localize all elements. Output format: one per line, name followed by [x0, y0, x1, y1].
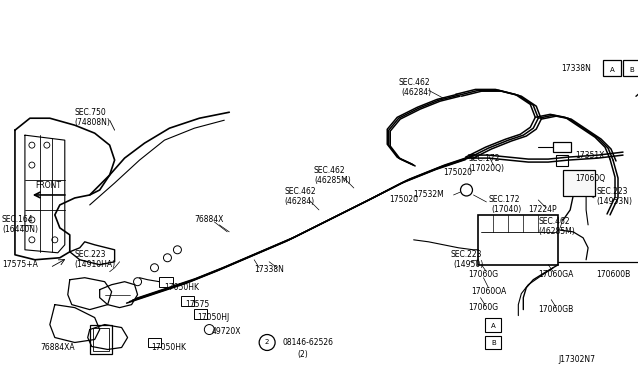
Text: (46285M): (46285M)	[314, 176, 351, 185]
Text: (16440N): (16440N)	[2, 225, 38, 234]
Text: 17050HJ: 17050HJ	[197, 313, 230, 322]
Text: (14953N): (14953N)	[596, 198, 632, 206]
Text: (17040): (17040)	[492, 205, 522, 214]
Text: 76884XA: 76884XA	[40, 343, 74, 352]
Text: 17060GB: 17060GB	[538, 305, 573, 314]
Text: A: A	[610, 67, 614, 73]
Text: 17060GA: 17060GA	[538, 270, 573, 279]
Text: 76884X: 76884X	[195, 215, 224, 224]
Bar	[485, 336, 501, 349]
Text: 17532M: 17532M	[413, 190, 444, 199]
Bar	[93, 327, 109, 352]
Text: (14910HA): (14910HA)	[75, 260, 116, 269]
Text: SEC.164: SEC.164	[2, 215, 34, 224]
Text: B: B	[630, 67, 634, 73]
Text: (46285M): (46285M)	[538, 227, 575, 236]
Text: SEC.750: SEC.750	[75, 108, 106, 117]
Bar	[195, 309, 207, 318]
Text: SEC.462: SEC.462	[399, 78, 430, 87]
Text: 17050HK: 17050HK	[152, 343, 186, 352]
Text: (2): (2)	[297, 350, 308, 359]
Text: B: B	[491, 340, 496, 346]
Bar	[159, 277, 173, 287]
Text: 17060G: 17060G	[468, 270, 499, 279]
Bar	[563, 170, 595, 196]
Bar	[479, 215, 558, 265]
Text: 17575: 17575	[186, 300, 210, 309]
Text: 17224P: 17224P	[528, 205, 557, 214]
Text: 17338N: 17338N	[561, 64, 591, 73]
Text: 17060G: 17060G	[468, 303, 499, 312]
Text: 170600B: 170600B	[596, 270, 630, 279]
Bar	[623, 60, 640, 76]
Text: FRONT: FRONT	[35, 180, 61, 189]
Text: SEC.172: SEC.172	[488, 195, 520, 205]
Text: 49720X: 49720X	[211, 327, 241, 336]
Bar	[556, 155, 568, 166]
Bar	[603, 60, 621, 76]
Text: 17351X: 17351X	[575, 151, 605, 160]
Text: 17050HK: 17050HK	[164, 283, 200, 292]
Text: 08146-62526: 08146-62526	[282, 338, 333, 347]
Bar	[181, 296, 195, 306]
Text: (14950): (14950)	[454, 260, 484, 269]
Text: A: A	[491, 323, 496, 328]
Text: 175020: 175020	[444, 167, 472, 177]
Text: SEC.223: SEC.223	[75, 250, 106, 259]
Text: 2: 2	[265, 340, 269, 346]
Text: (17020Q): (17020Q)	[468, 164, 504, 173]
Bar	[485, 318, 501, 331]
Text: SEC.462: SEC.462	[538, 217, 570, 227]
Bar	[553, 142, 571, 152]
Bar	[90, 324, 111, 355]
Text: SEC.462: SEC.462	[284, 187, 316, 196]
Text: 17338N: 17338N	[254, 265, 284, 274]
Bar	[148, 337, 161, 347]
Text: J17302N7: J17302N7	[558, 355, 595, 364]
Text: SEC.462: SEC.462	[314, 166, 346, 174]
Text: SEC.172: SEC.172	[468, 154, 500, 163]
Text: 175020: 175020	[388, 195, 418, 205]
Text: 17060OA: 17060OA	[472, 287, 507, 296]
Text: SEC.223: SEC.223	[596, 187, 628, 196]
Text: (46284): (46284)	[284, 198, 314, 206]
Text: 17060Q: 17060Q	[575, 173, 605, 183]
Text: SEC.223: SEC.223	[451, 250, 482, 259]
Text: 17575+A: 17575+A	[2, 260, 38, 269]
Text: (46284): (46284)	[402, 88, 432, 97]
Text: (74808N): (74808N)	[75, 118, 111, 127]
